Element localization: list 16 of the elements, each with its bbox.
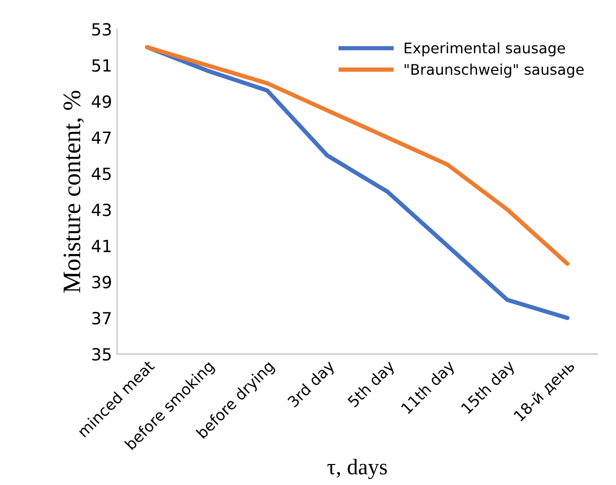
y-tick-label: 35 [92, 348, 111, 361]
y-tick-label: 49 [92, 95, 112, 108]
y-tick-label: 53 [92, 23, 111, 36]
y-tick-label: 39 [92, 276, 112, 288]
y-tick-label: 37 [92, 312, 111, 325]
x-axis-title: τ, days [327, 458, 387, 480]
y-tick-label: 47 [92, 132, 111, 144]
legend-label: Experimental sausage [404, 42, 565, 56]
y-tick-label: 51 [92, 59, 111, 72]
x-tick-label: 5th day [346, 359, 398, 410]
x-tick-label: 3rd day [286, 359, 338, 410]
y-tick-label: 41 [92, 240, 111, 252]
y-tick-label: 43 [92, 204, 111, 216]
y-tick-label: 45 [92, 168, 111, 180]
y-axis-title: Moisture content, % [63, 90, 84, 293]
legend-label: "Braunschweig" sausage [404, 64, 584, 78]
